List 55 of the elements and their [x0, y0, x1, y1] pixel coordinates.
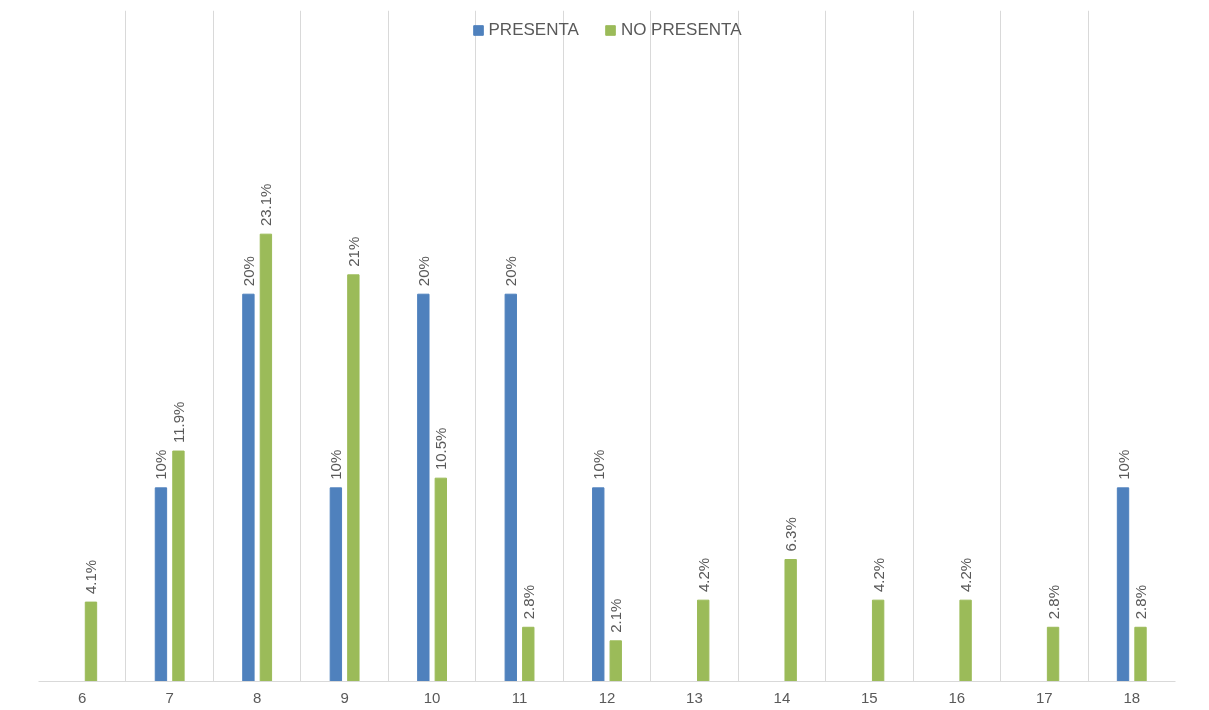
data-label: 4.2%	[957, 557, 975, 593]
data-label: 2.1%	[607, 598, 625, 633]
data-label: 20%	[502, 256, 520, 287]
bar	[172, 450, 185, 682]
data-label: 4.2%	[694, 557, 712, 593]
bar	[347, 274, 360, 682]
x-tick-label: 7	[165, 688, 174, 706]
data-label: 2.8%	[519, 585, 537, 620]
x-tick-label: 13	[686, 688, 703, 706]
legend-label: PRESENTA	[488, 20, 579, 40]
bar	[434, 477, 448, 682]
x-tick-label: 14	[773, 688, 791, 706]
bar	[84, 601, 98, 682]
x-tick-label: 6	[78, 688, 87, 706]
data-label: 6.3%	[782, 517, 800, 552]
data-label: 20%	[239, 256, 257, 287]
data-label: 11.9%	[169, 401, 187, 443]
x-tick-label: 9	[340, 688, 349, 706]
bar	[609, 640, 622, 682]
data-label: 10%	[327, 449, 345, 480]
bar	[504, 293, 517, 682]
data-label: 10%	[152, 449, 170, 480]
bar	[592, 487, 605, 682]
bar	[784, 559, 797, 682]
data-label: 2.8%	[1132, 585, 1150, 620]
data-label: 20%	[414, 256, 432, 287]
legend-label: NO PRESENTA	[620, 20, 742, 40]
data-label: 2.8%	[1044, 585, 1062, 620]
x-tick-label: 11	[511, 688, 528, 706]
bar	[417, 293, 430, 682]
data-label: 21%	[344, 236, 362, 267]
bar	[329, 487, 343, 682]
data-label: 4.2%	[869, 557, 887, 593]
bar	[1116, 487, 1130, 682]
bar	[1134, 626, 1147, 682]
bar	[697, 599, 710, 682]
data-label: 23.1%	[257, 183, 275, 227]
data-label: 10%	[589, 449, 607, 480]
x-tick-label: 10	[423, 688, 441, 706]
x-tick-label: 16	[948, 688, 966, 706]
bar	[959, 599, 972, 682]
bar	[1046, 626, 1060, 682]
x-tick-label: 15	[861, 688, 878, 706]
x-tick-label: 12	[598, 688, 616, 706]
data-label: 10%	[1114, 449, 1132, 480]
bar	[154, 487, 168, 682]
data-label: 10.5%	[432, 427, 450, 471]
bar	[871, 599, 885, 682]
x-tick-label: 18	[1123, 688, 1141, 706]
x-tick-label: 8	[252, 688, 262, 706]
bar	[259, 233, 273, 682]
bar	[242, 293, 255, 682]
bar	[522, 626, 535, 682]
x-tick-label: 17	[1035, 688, 1053, 706]
data-label: 4.1%	[82, 559, 100, 595]
